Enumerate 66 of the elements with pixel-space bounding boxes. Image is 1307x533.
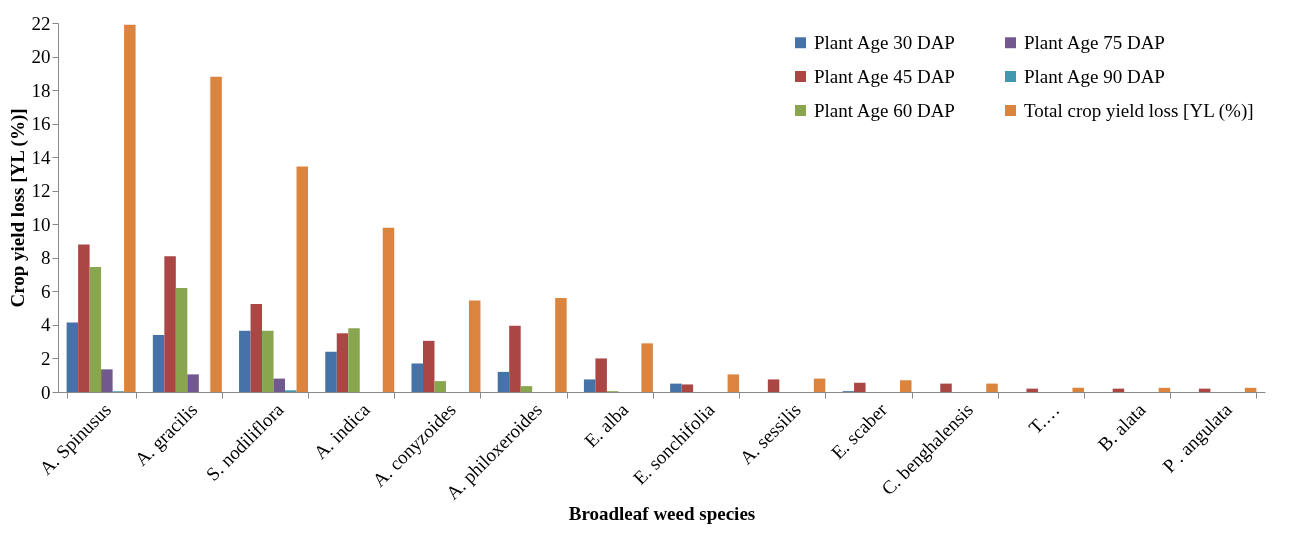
bar xyxy=(468,300,481,392)
bar xyxy=(434,381,446,392)
bar xyxy=(101,369,113,392)
bar xyxy=(1244,387,1257,392)
y-tick-label: 22 xyxy=(31,12,51,34)
y-tick-label: 4 xyxy=(41,314,51,336)
bar xyxy=(124,24,136,392)
bar xyxy=(641,343,653,392)
bar xyxy=(813,378,826,392)
bar xyxy=(296,166,309,392)
bar xyxy=(336,333,349,392)
legend-label: Plant Age 60 DAP xyxy=(814,99,955,121)
y-tick-label: 10 xyxy=(31,213,51,235)
bar xyxy=(175,288,188,392)
bar xyxy=(986,383,998,392)
y-tick-label: 18 xyxy=(31,79,51,101)
x-axis-title: Broadleaf weed species xyxy=(568,503,756,525)
bar xyxy=(509,325,521,392)
y-tick-label: 0 xyxy=(41,381,51,403)
y-tick-label: 2 xyxy=(41,347,51,369)
bar xyxy=(670,383,682,392)
bar xyxy=(940,383,952,392)
bar xyxy=(152,334,165,392)
bar xyxy=(164,256,176,392)
bar xyxy=(1026,388,1038,392)
bar xyxy=(250,303,263,392)
bar xyxy=(727,374,740,392)
bar xyxy=(89,267,102,392)
x-tick-label: E. alba xyxy=(580,398,633,452)
bar xyxy=(187,374,199,392)
bar xyxy=(411,363,423,392)
y-axis-title: Crop yield loss [YL (%)] xyxy=(6,108,29,308)
x-tick-label: T.… xyxy=(1024,399,1064,438)
y-tick-label: 20 xyxy=(31,46,51,68)
legend-label: Plant Age 45 DAP xyxy=(814,65,955,87)
x-tick-label: B. alata xyxy=(1093,398,1151,455)
y-tick-label: 14 xyxy=(31,146,51,168)
bar xyxy=(210,76,222,392)
bar xyxy=(1072,387,1084,392)
bar xyxy=(900,380,912,392)
bar xyxy=(583,379,596,392)
legend-label: Plant Age 30 DAP xyxy=(814,31,955,53)
bar xyxy=(555,298,567,392)
bar xyxy=(239,330,251,392)
legend-label: Plant Age 90 DAP xyxy=(1024,65,1165,87)
y-tick-label: 6 xyxy=(41,280,51,302)
legend-label: Plant Age 75 DAP xyxy=(1024,31,1165,53)
bar xyxy=(854,382,866,392)
bar xyxy=(382,227,395,392)
bar xyxy=(325,351,337,392)
y-tick-label: 8 xyxy=(41,247,51,269)
y-tick-label: 16 xyxy=(31,113,51,135)
bar xyxy=(66,322,79,392)
legend-label: Total crop yield loss [YL (%)] xyxy=(1024,99,1254,122)
bar xyxy=(273,378,286,392)
bar xyxy=(422,340,435,392)
bar xyxy=(497,371,510,392)
bar xyxy=(262,330,274,392)
bar xyxy=(520,386,533,392)
bar xyxy=(1158,387,1171,392)
bar xyxy=(595,358,607,392)
bar xyxy=(681,384,694,392)
y-tick-label: 12 xyxy=(31,180,51,202)
bar xyxy=(78,244,90,392)
bar xyxy=(348,328,360,392)
bar xyxy=(767,379,780,392)
